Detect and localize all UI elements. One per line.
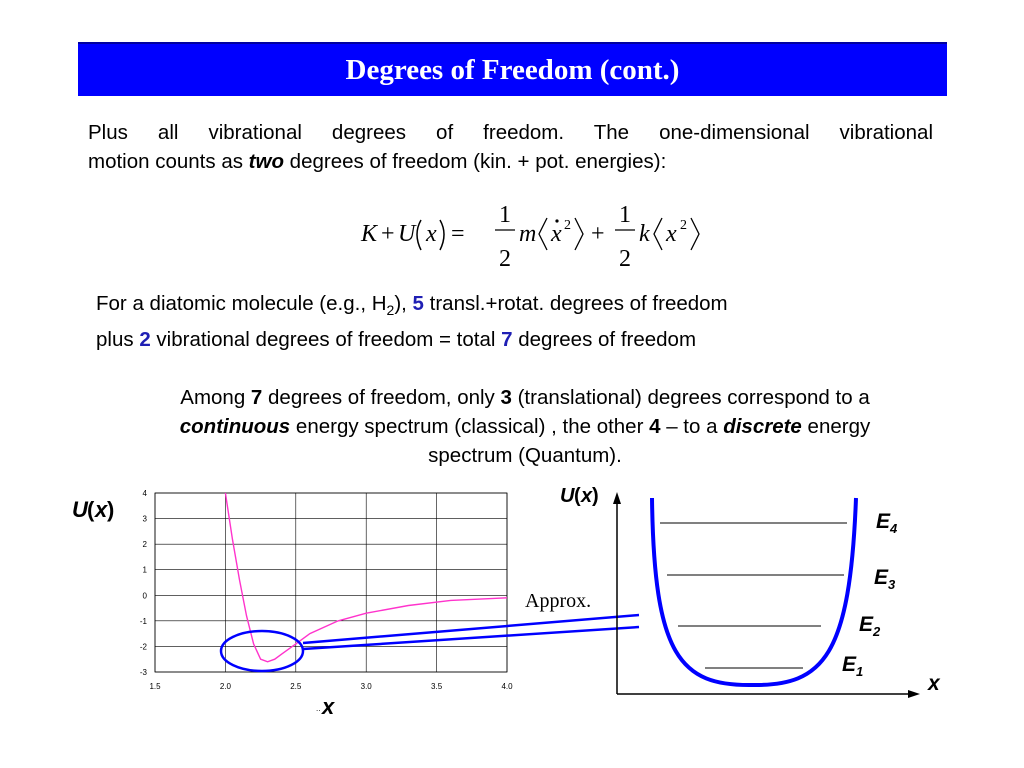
- p2-text2-mid: vibrational degrees of freedom = total: [150, 328, 502, 352]
- x-tick-label: 3.0: [361, 682, 373, 691]
- eq-angle-right1: [574, 217, 584, 251]
- p3-emphasis-continuous: continuous: [179, 415, 291, 438]
- right-ylabel-U: U: [560, 485, 575, 507]
- p2-text-mid: ),: [394, 292, 413, 315]
- p2-subscript: 2: [386, 302, 395, 319]
- minimum-highlight-oval: [219, 629, 305, 673]
- eq-equals: =: [451, 221, 465, 247]
- p3-text3: (translational) degrees correspond to a: [511, 386, 870, 409]
- y-tick-label: -2: [140, 642, 148, 651]
- eq-sq1: 2: [564, 218, 571, 233]
- p3-number-four: 4: [649, 415, 661, 438]
- right-xlabel: x: [927, 672, 941, 695]
- label-E2: E2: [859, 613, 881, 639]
- eq-xdot: x: [550, 221, 562, 247]
- y-tick-label: 4: [143, 489, 148, 498]
- x-tick-label: 2.0: [220, 682, 232, 691]
- approx-label: Approx.: [525, 590, 592, 612]
- eq-num1: 1: [499, 202, 511, 228]
- eq-num2: 1: [619, 202, 631, 228]
- p2-text: For a diatomic molecule (e.g., H: [96, 292, 387, 315]
- p3-text2: degrees of freedom, only: [262, 386, 501, 409]
- right-x-arrow: [908, 690, 920, 698]
- x-tick-label: 4.0: [501, 682, 513, 691]
- p3-text4: energy spectrum (classical) , the other: [290, 415, 650, 438]
- harmonic-well-curve: [650, 497, 858, 688]
- x-tick-label: 1.5: [149, 682, 161, 691]
- y-tick-label: 2: [143, 540, 148, 549]
- eq-paren-right: [439, 219, 445, 251]
- y-tick-label: -3: [140, 668, 148, 677]
- right-y-arrow: [613, 492, 621, 504]
- eq-dot-mark: [555, 219, 559, 223]
- p1-text: motion counts as: [88, 150, 249, 173]
- right-ylabel-paren-close: ): [592, 485, 599, 507]
- harmonic-well-chart: U ( x ) E4 E3 E2 E1 x: [560, 485, 941, 698]
- eq-den1: 2: [499, 246, 511, 272]
- p3-text5: – to a: [660, 415, 724, 438]
- eq-m: m: [519, 221, 536, 247]
- eq-paren-left: [416, 219, 422, 251]
- eq-U: U: [398, 221, 417, 247]
- p1-line1: Plus all vibrational degrees of freedom.…: [88, 121, 933, 144]
- p3-text7: spectrum (Quantum).: [428, 444, 622, 467]
- left-xlabel-tick: ..: [316, 704, 320, 713]
- left-ylabel-paren-open: (: [87, 497, 95, 522]
- eq-angle-right2: [690, 217, 700, 251]
- p2-number-two: 2: [139, 328, 151, 352]
- right-ylabel-x: x: [580, 485, 593, 507]
- p2-number-five: 5: [412, 292, 424, 315]
- left-ylabel-paren-close: ): [107, 497, 114, 522]
- eq-sq2: 2: [680, 218, 687, 233]
- x-tick-label: 3.5: [431, 682, 443, 691]
- p2-text2: plus: [96, 328, 140, 352]
- p3-text6: energy: [801, 415, 871, 438]
- slide-title: Degrees of Freedom (cont.): [78, 42, 947, 96]
- y-tick-label: 3: [143, 515, 148, 524]
- chart-ticks: 4 3 2 1 0 -1 -2 -31.5 2.0 2.5 3.0 3.5 4.0: [140, 489, 513, 691]
- left-ylabel-x: x: [94, 497, 108, 522]
- y-tick-label: -1: [140, 617, 148, 626]
- potential-curve: [224, 492, 508, 663]
- label-E3: E3: [874, 566, 896, 592]
- p2-line1: For a diatomic molecule (e.g., H2), 5 tr…: [96, 289, 946, 325]
- p2-number-seven: 7: [501, 328, 513, 352]
- x-tick-label: 2.5: [290, 682, 302, 691]
- p1-emphasis-two: two: [248, 150, 284, 173]
- eq-plus2: +: [591, 221, 605, 247]
- paragraph-diatomic: For a diatomic molecule (e.g., H2), 5 tr…: [96, 289, 946, 354]
- p2-text2-end: degrees of freedom: [512, 328, 697, 352]
- eq-angle-left2: [653, 217, 663, 251]
- label-E1: E1: [842, 653, 863, 679]
- eq-den2: 2: [619, 246, 631, 272]
- eq-x: x: [425, 221, 437, 247]
- p1-text-end: degrees of freedom (kin. + pot. energies…: [283, 150, 667, 173]
- eq-x2: x: [665, 221, 677, 247]
- y-tick-label: 1: [143, 566, 148, 575]
- p3-emphasis-discrete: discrete: [723, 415, 802, 438]
- paragraph-spectrum: Among 7 degrees of freedom, only 3 (tran…: [94, 383, 956, 470]
- p3-number-seven: 7: [250, 386, 263, 409]
- paragraph-vibrational: Plus all vibrational degrees of freedom.…: [88, 118, 933, 176]
- plot-frame: [154, 492, 508, 673]
- p3-text1: Among: [180, 386, 251, 409]
- right-ylabel-paren-open: (: [574, 485, 581, 507]
- eq-K: K: [360, 221, 379, 247]
- potential-energy-chart: U ( x ) 4 3 2 1 0 -1 -2 -31.5 2.0 2.5 3.0 3.5 4.0 ..…: [72, 489, 513, 719]
- energy-equation: K + U x = 1 2 m x 2 + 1 2 k x 2: [360, 202, 700, 272]
- left-ylabel-U: U: [72, 497, 89, 522]
- eq-plus1: +: [381, 221, 395, 247]
- y-tick-label: 0: [143, 591, 148, 600]
- p3-number-three: 3: [500, 386, 512, 409]
- eq-k: k: [639, 221, 650, 247]
- p2-text-end: transl.+rotat. degrees of freedom: [423, 292, 728, 315]
- label-E4: E4: [876, 510, 898, 536]
- chart-grid: [154, 492, 508, 673]
- left-xlabel: x: [321, 694, 335, 719]
- p1-line2: motion counts as two degrees of freedom …: [88, 147, 933, 176]
- eq-angle-left1: [538, 217, 548, 251]
- p2-line2: plus 2 vibrational degrees of freedom = …: [96, 325, 946, 354]
